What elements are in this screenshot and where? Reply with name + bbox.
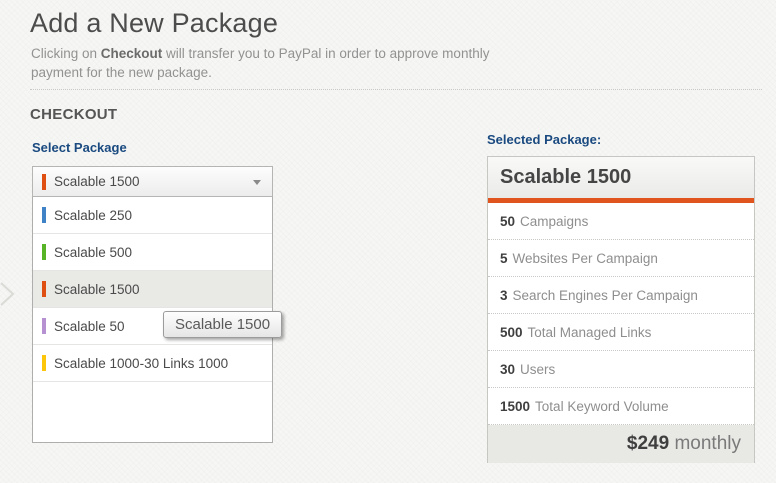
feature-label: Total Managed Links bbox=[527, 324, 652, 340]
header-divider bbox=[30, 89, 762, 90]
package-name-header: Scalable 1500 bbox=[488, 157, 754, 198]
feature-label: Search Engines Per Campaign bbox=[512, 287, 698, 303]
package-color-swatch bbox=[42, 318, 46, 334]
package-option-label: Scalable 1500 bbox=[54, 281, 140, 297]
feature-row: 50 Campaigns bbox=[488, 203, 754, 240]
feature-label: Total Keyword Volume bbox=[535, 398, 669, 414]
feature-row: 30 Users bbox=[488, 351, 754, 388]
feature-label: Websites Per Campaign bbox=[512, 250, 658, 266]
package-option-label: Scalable 50 bbox=[54, 318, 125, 334]
feature-label: Campaigns bbox=[520, 213, 589, 229]
price-footer: $249 monthly bbox=[488, 425, 754, 463]
feature-value: 5 bbox=[500, 250, 508, 266]
feature-row: 3 Search Engines Per Campaign bbox=[488, 277, 754, 314]
package-color-swatch bbox=[42, 244, 46, 260]
feature-row: 500 Total Managed Links bbox=[488, 314, 754, 351]
package-option[interactable]: Scalable 1000-30 Links 1000 bbox=[33, 345, 272, 382]
package-color-swatch bbox=[42, 281, 46, 297]
page-title: Add a New Package bbox=[30, 8, 279, 38]
selected-package-label: Selected Package: bbox=[487, 132, 602, 147]
subtitle-text-suffix: will transfer you to PayPal in order to … bbox=[31, 46, 490, 80]
package-option[interactable]: Scalable 250 bbox=[33, 197, 272, 234]
package-option-label: Scalable 250 bbox=[54, 207, 133, 223]
select-package-label: Select Package bbox=[32, 140, 127, 155]
price-period: monthly bbox=[674, 433, 741, 454]
feature-row: 1500 Total Keyword Volume bbox=[488, 388, 754, 425]
checkout-section-heading: CHECKOUT bbox=[30, 106, 118, 123]
feature-value: 1500 bbox=[500, 398, 531, 414]
package-color-swatch bbox=[42, 173, 46, 190]
selected-package-card: Scalable 1500 50 Campaigns 5 Websites Pe… bbox=[487, 156, 755, 463]
package-option[interactable]: Scalable 1500 bbox=[33, 271, 272, 308]
package-select-dropdown[interactable]: Scalable 1500 bbox=[32, 166, 273, 197]
page-subtitle: Clicking on Checkout will transfer you t… bbox=[31, 44, 509, 82]
subtitle-checkout-emphasis: Checkout bbox=[100, 46, 163, 61]
feature-label: Users bbox=[520, 361, 556, 377]
feature-value: 30 bbox=[500, 361, 516, 377]
option-tooltip: Scalable 1500 bbox=[163, 311, 283, 338]
feature-list: 50 Campaigns 5 Websites Per Campaign 3 S… bbox=[488, 203, 754, 425]
feature-value: 500 bbox=[500, 324, 523, 340]
package-color-swatch bbox=[42, 355, 46, 371]
chevron-down-icon bbox=[253, 180, 261, 185]
package-option[interactable]: Scalable 500 bbox=[33, 234, 272, 271]
package-option-label: Scalable 500 bbox=[54, 244, 133, 260]
price-amount: $249 bbox=[626, 433, 670, 454]
feature-row: 5 Websites Per Campaign bbox=[488, 240, 754, 277]
feature-value: 50 bbox=[500, 213, 516, 229]
package-color-swatch bbox=[42, 207, 46, 223]
feature-value: 3 bbox=[500, 287, 508, 303]
subtitle-text-prefix: Clicking on bbox=[31, 46, 101, 61]
selected-option-value: Scalable 1500 bbox=[54, 174, 140, 189]
package-options-listbox: Scalable 250 Scalable 500 Scalable 1500 … bbox=[32, 197, 273, 443]
package-option-label: Scalable 1000-30 Links 1000 bbox=[54, 355, 229, 371]
accent-bar bbox=[488, 198, 754, 203]
edge-chevron-icon bbox=[0, 281, 16, 312]
